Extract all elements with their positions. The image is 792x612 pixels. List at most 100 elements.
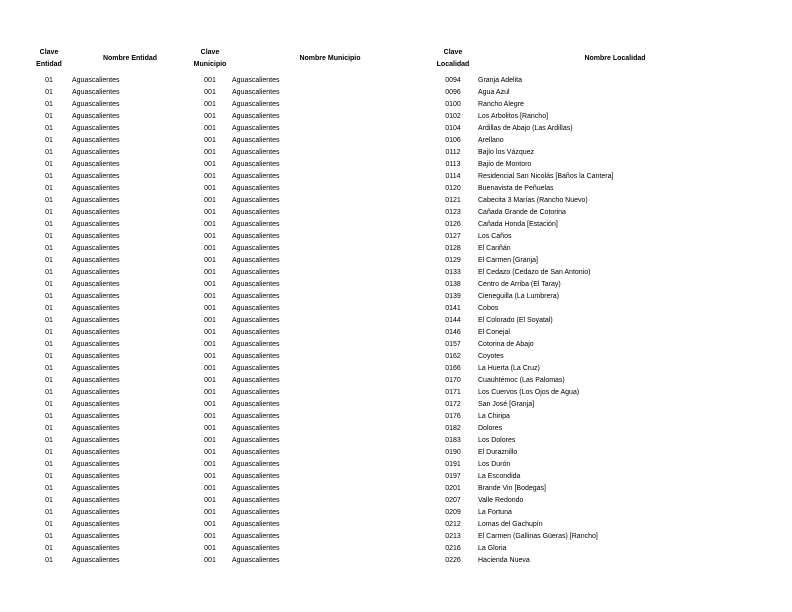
table-row: 01 Aguascalientes 001 Aguascalientes 0171 Los… <box>0 387 792 399</box>
cell-clave-entidad: 01 <box>45 329 53 336</box>
cell-clave-entidad: 01 <box>45 377 53 384</box>
cell-nombre-entidad: Aguascalientes <box>72 113 120 120</box>
cell-nombre-localidad: La Huerta (La Cruz) <box>478 365 540 372</box>
table-row: 01 Aguascalientes 001 Aguascalientes 0113 Baj… <box>0 159 792 171</box>
cell-clave-localidad: 0102 <box>445 113 461 120</box>
cell-nombre-municipio: Aguascalientes <box>232 401 280 408</box>
table-row: 01 Aguascalientes 001 Aguascalientes 0094 Gra… <box>0 75 792 87</box>
cell-clave-localidad: 0139 <box>445 293 461 300</box>
cell-clave-localidad: 0183 <box>445 437 461 444</box>
cell-nombre-localidad: Centro de Arriba (El Taray) <box>478 281 561 288</box>
table-row: 01 Aguascalientes 001 Aguascalientes 0114 Res… <box>0 171 792 183</box>
cell-nombre-municipio: Aguascalientes <box>232 257 280 264</box>
cell-clave-municipio: 001 <box>204 269 216 276</box>
cell-clave-entidad: 01 <box>45 353 53 360</box>
table-row: 01 Aguascalientes 001 Aguascalientes 0209 La … <box>0 507 792 519</box>
cell-nombre-entidad: Aguascalientes <box>72 317 120 324</box>
cell-clave-municipio: 001 <box>204 401 216 408</box>
cell-nombre-entidad: Aguascalientes <box>72 245 120 252</box>
cell-nombre-municipio: Aguascalientes <box>232 233 280 240</box>
cell-clave-localidad: 0176 <box>445 413 461 420</box>
cell-clave-municipio: 001 <box>204 161 216 168</box>
cell-nombre-municipio: Aguascalientes <box>232 557 280 564</box>
cell-nombre-entidad: Aguascalientes <box>72 257 120 264</box>
cell-nombre-municipio: Aguascalientes <box>232 149 280 156</box>
table-row: 01 Aguascalientes 001 Aguascalientes 0207 Val… <box>0 495 792 507</box>
cell-clave-entidad: 01 <box>45 233 53 240</box>
cell-clave-localidad: 0171 <box>445 389 461 396</box>
cell-nombre-localidad: Buenavista de Peñuelas <box>478 185 554 192</box>
cell-nombre-localidad: El Carmen (Gallinas Güeras) [Rancho] <box>478 533 598 540</box>
cell-nombre-entidad: Aguascalientes <box>72 221 120 228</box>
cell-nombre-entidad: Aguascalientes <box>72 101 120 108</box>
cell-nombre-localidad: Cieneguilla (La Lumbrera) <box>478 293 559 300</box>
header-clave-municipio: Clave Municipio <box>188 47 232 71</box>
table-row: 01 Aguascalientes 001 Aguascalientes 0144 El … <box>0 315 792 327</box>
cell-clave-localidad: 0172 <box>445 401 461 408</box>
table-row: 01 Aguascalientes 001 Aguascalientes 0138 Cen… <box>0 279 792 291</box>
cell-nombre-entidad: Aguascalientes <box>72 557 120 564</box>
cell-nombre-municipio: Aguascalientes <box>232 305 280 312</box>
cell-nombre-localidad: Bajío de Montoro <box>478 161 532 168</box>
cell-clave-municipio: 001 <box>204 377 216 384</box>
cell-clave-localidad: 0112 <box>445 149 461 156</box>
table-row: 01 Aguascalientes 001 Aguascalientes 0190 El … <box>0 447 792 459</box>
cell-nombre-municipio: Aguascalientes <box>232 509 280 516</box>
cell-nombre-entidad: Aguascalientes <box>72 281 120 288</box>
cell-nombre-localidad: Cabecita 3 Marías (Rancho Nuevo) <box>478 197 588 204</box>
cell-clave-entidad: 01 <box>45 161 53 168</box>
cell-clave-municipio: 001 <box>204 341 216 348</box>
cell-nombre-municipio: Aguascalientes <box>232 89 280 96</box>
cell-nombre-localidad: La Fortuna <box>478 509 512 516</box>
cell-clave-municipio: 001 <box>204 317 216 324</box>
header-line: Clave <box>443 49 463 56</box>
cell-clave-entidad: 01 <box>45 473 53 480</box>
cell-clave-municipio: 001 <box>204 557 216 564</box>
cell-clave-municipio: 001 <box>204 389 216 396</box>
cell-nombre-localidad: Los Caños <box>478 233 512 240</box>
cell-nombre-localidad: Los Arbolitos [Rancho] <box>478 113 549 120</box>
cell-nombre-municipio: Aguascalientes <box>232 221 280 228</box>
cell-nombre-localidad: Cuauhtémoc (Las Palomas) <box>478 377 565 384</box>
table-row: 01 Aguascalientes 001 Aguascalientes 0112 Baj… <box>0 147 792 159</box>
cell-nombre-entidad: Aguascalientes <box>72 149 120 156</box>
table-row: 01 Aguascalientes 001 Aguascalientes 0176 La … <box>0 411 792 423</box>
cell-nombre-entidad: Aguascalientes <box>72 197 120 204</box>
cell-nombre-municipio: Aguascalientes <box>232 485 280 492</box>
cell-clave-localidad: 0144 <box>445 317 461 324</box>
cell-nombre-entidad: Aguascalientes <box>72 77 120 84</box>
table-row: 01 Aguascalientes 001 Aguascalientes 0139 Cie… <box>0 291 792 303</box>
header-line: Municipio <box>193 61 227 68</box>
header-nombre-localidad: Nombre Localidad <box>584 55 646 62</box>
table-row: 01 Aguascalientes 001 Aguascalientes 0166 La … <box>0 363 792 375</box>
cell-clave-entidad: 01 <box>45 557 53 564</box>
cell-clave-entidad: 01 <box>45 293 53 300</box>
cell-nombre-localidad: Los Dolores <box>478 437 516 444</box>
cell-clave-localidad: 0094 <box>445 77 461 84</box>
cell-nombre-entidad: Aguascalientes <box>72 461 120 468</box>
cell-clave-entidad: 01 <box>45 437 53 444</box>
cell-nombre-municipio: Aguascalientes <box>232 293 280 300</box>
cell-clave-localidad: 0128 <box>445 245 461 252</box>
cell-nombre-municipio: Aguascalientes <box>232 77 280 84</box>
table-row: 01 Aguascalientes 001 Aguascalientes 0191 Los… <box>0 459 792 471</box>
table-row: 01 Aguascalientes 001 Aguascalientes 0126 Cañ… <box>0 219 792 231</box>
cell-nombre-entidad: Aguascalientes <box>72 137 120 144</box>
table-row: 01 Aguascalientes 001 Aguascalientes 0133 El … <box>0 267 792 279</box>
cell-clave-municipio: 001 <box>204 233 216 240</box>
cell-clave-municipio: 001 <box>204 281 216 288</box>
cell-clave-localidad: 0157 <box>445 341 461 348</box>
cell-nombre-localidad: Cobos <box>478 305 499 312</box>
cell-nombre-municipio: Aguascalientes <box>232 353 280 360</box>
cell-clave-municipio: 001 <box>204 449 216 456</box>
cell-nombre-entidad: Aguascalientes <box>72 365 120 372</box>
cell-clave-localidad: 0197 <box>445 473 461 480</box>
cell-nombre-entidad: Aguascalientes <box>72 305 120 312</box>
cell-clave-localidad: 0201 <box>445 485 461 492</box>
cell-nombre-localidad: Dolores <box>478 425 503 432</box>
cell-clave-entidad: 01 <box>45 545 53 552</box>
table-row: 01 Aguascalientes 001 Aguascalientes 0120 Bue… <box>0 183 792 195</box>
cell-nombre-municipio: Aguascalientes <box>232 245 280 252</box>
table-row: 01 Aguascalientes 001 Aguascalientes 0102 Los… <box>0 111 792 123</box>
cell-nombre-municipio: Aguascalientes <box>232 449 280 456</box>
